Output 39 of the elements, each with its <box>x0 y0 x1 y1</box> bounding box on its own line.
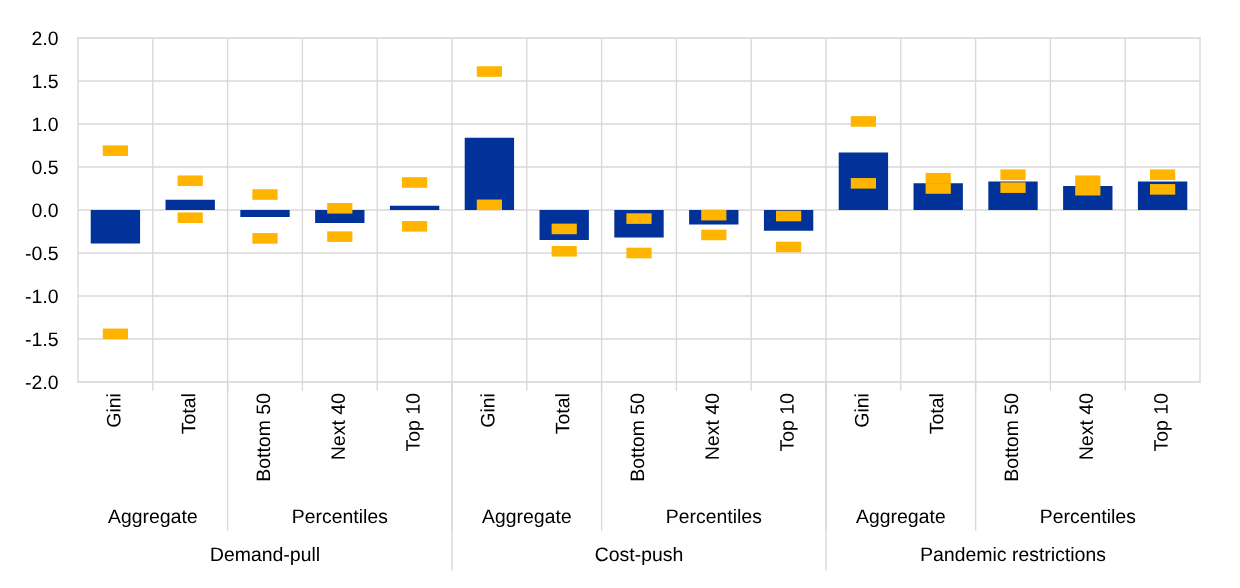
y-tick-label: -0.5 <box>25 246 58 261</box>
x-tick-label: Gini <box>854 394 869 427</box>
x-tick-label: Bottom 50 <box>630 393 645 481</box>
x-tick-label: Bottom 50 <box>1004 393 1019 481</box>
text: Percentiles <box>293 508 388 524</box>
x-tick-label: Top 10 <box>1154 393 1172 452</box>
y-tick-label: 1.5 <box>33 74 58 89</box>
y-tick-label: -2.0 <box>25 375 58 390</box>
x-tick-label: Bottom 50 <box>256 393 271 481</box>
text: Pandemic restrictions <box>921 546 1106 562</box>
text: Demand-pull <box>211 546 319 566</box>
x-tick-label: Next 40 <box>1079 393 1094 459</box>
text: Percentiles <box>1041 508 1136 524</box>
x-tick-label: Next 40 <box>331 393 346 459</box>
text: Percentiles <box>667 508 762 524</box>
x-tick-label: Next 40 <box>705 393 720 459</box>
text: Cost-push <box>595 546 683 566</box>
x-tick-label: Total <box>929 394 944 434</box>
x-tick-label: Top 10 <box>406 393 424 452</box>
bar <box>165 199 215 210</box>
y-tick-label: 0.0 <box>32 203 58 218</box>
bar <box>464 137 515 210</box>
x-tick-label: Total <box>555 394 570 434</box>
y-tick-label: 2.0 <box>32 31 58 46</box>
x-tick-label: Total <box>181 394 196 434</box>
x-tick-label: Gini <box>106 394 121 427</box>
y-tick-label: -1.0 <box>25 289 58 304</box>
y-tick-label: -1.5 <box>25 332 58 347</box>
bar <box>90 210 141 244</box>
y-tick-label: 0.5 <box>32 160 58 175</box>
x-tick-label: Top 10 <box>780 393 798 452</box>
bar <box>389 205 440 210</box>
bar <box>838 152 889 210</box>
y-tick-label: 1.0 <box>33 117 58 132</box>
text: Aggregate <box>107 509 197 528</box>
text: Aggregate <box>855 509 945 528</box>
bar <box>240 210 290 217</box>
text: Aggregate <box>481 509 571 528</box>
x-tick-label: Gini <box>480 394 495 427</box>
